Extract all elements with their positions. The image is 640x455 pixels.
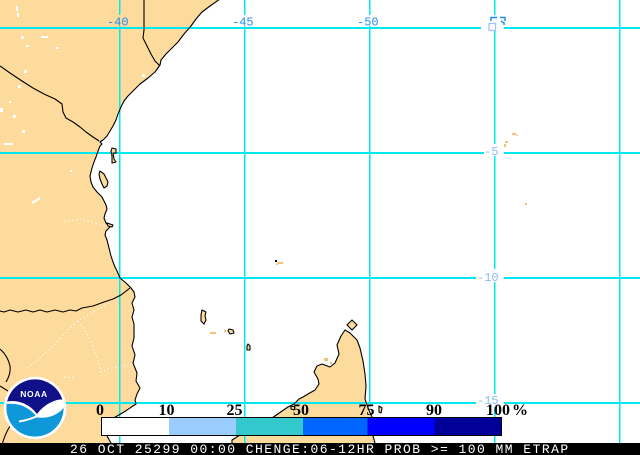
svg-text:-50: -50 <box>357 16 379 30</box>
svg-text:50: 50 <box>293 402 309 419</box>
svg-text:NOAA: NOAA <box>20 389 47 399</box>
svg-text:%: % <box>512 402 528 419</box>
svg-text:-5: -5 <box>484 145 498 159</box>
svg-text:-10: -10 <box>477 271 499 285</box>
svg-text:100: 100 <box>486 402 510 419</box>
svg-text:25: 25 <box>227 402 243 419</box>
svg-text:10: 10 <box>159 402 175 419</box>
svg-text:-15: -15 <box>477 394 499 408</box>
svg-text:0: 0 <box>96 402 104 419</box>
svg-text:-40: -40 <box>107 16 129 30</box>
svg-text:90: 90 <box>426 402 442 419</box>
svg-text:75: 75 <box>359 402 375 419</box>
svg-text:-45: -45 <box>232 16 254 30</box>
